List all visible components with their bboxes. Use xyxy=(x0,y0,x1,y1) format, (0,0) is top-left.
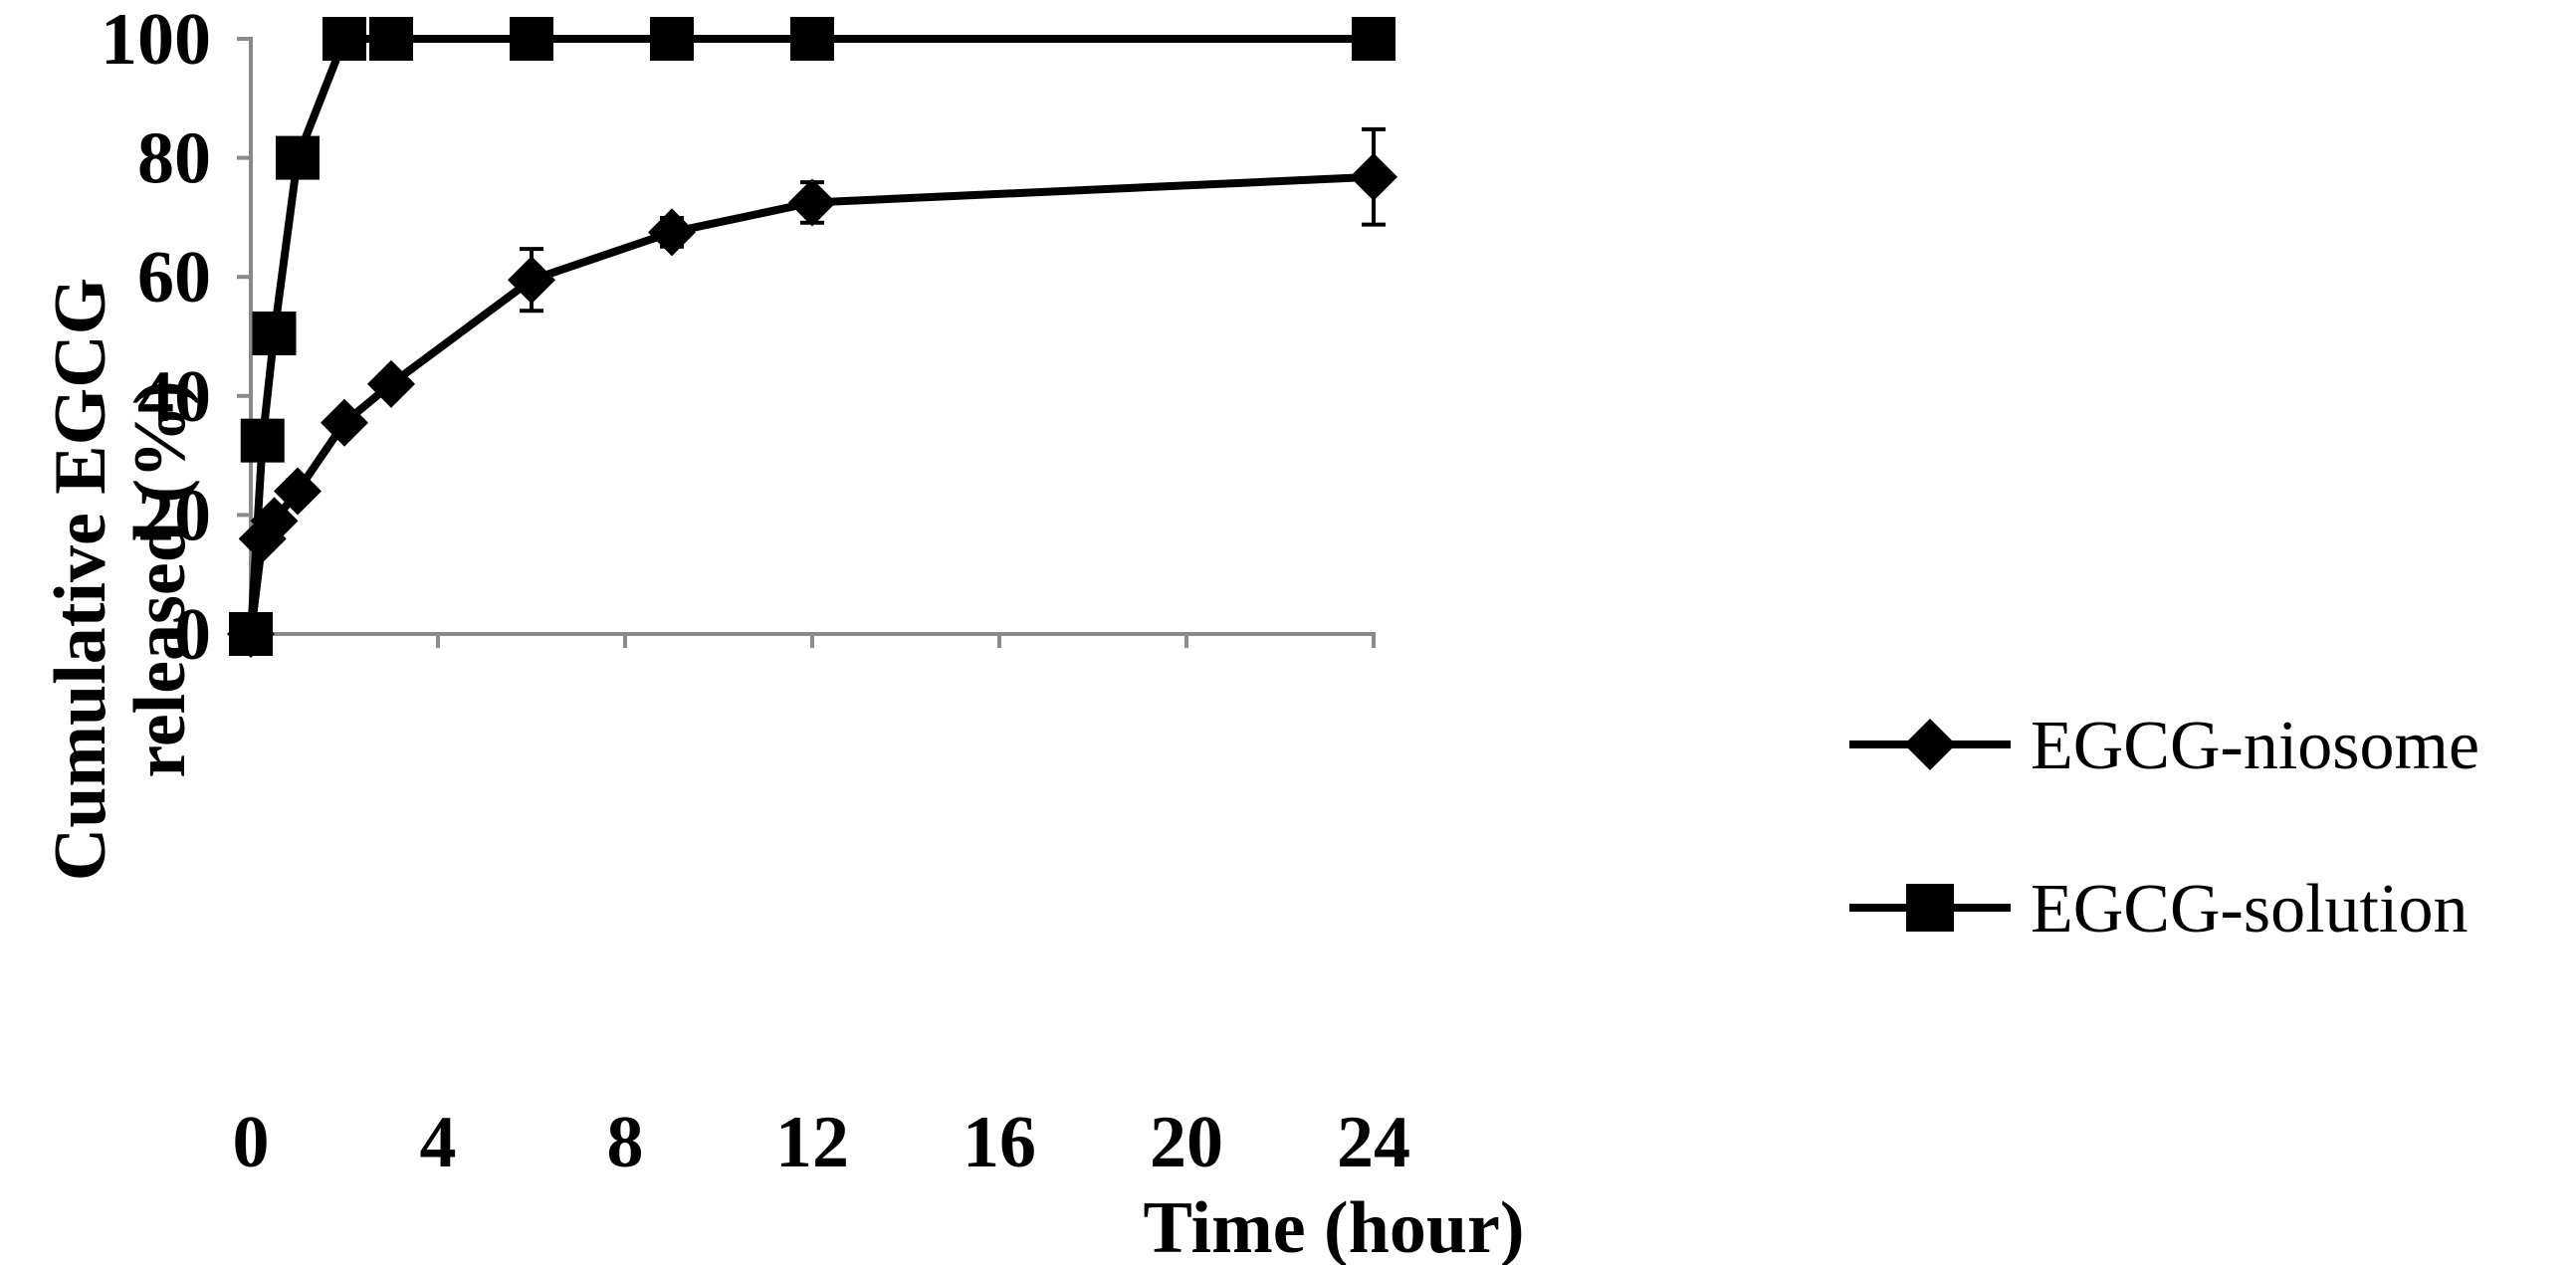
x-axis-title: Time (hour) xyxy=(1143,1187,1524,1265)
legend-square-marker xyxy=(1906,884,1954,932)
data-point xyxy=(648,208,696,257)
series-egcg-niosome xyxy=(227,126,1397,658)
y-tick-label: 60 xyxy=(137,237,211,318)
data-point xyxy=(321,398,368,447)
data-point xyxy=(510,17,553,61)
legend-item-niosome: EGCG-niosome xyxy=(1849,708,2479,784)
y-tick-label: 100 xyxy=(101,0,211,81)
series-line xyxy=(247,35,1374,635)
legend-item-solution: EGCG-solution xyxy=(1849,871,2468,948)
legend-label-solution: EGCG-solution xyxy=(2031,871,2468,948)
data-point xyxy=(650,17,694,61)
x-tick-label: 20 xyxy=(1150,1102,1223,1183)
x-tick-label: 24 xyxy=(1337,1102,1410,1183)
data-point xyxy=(322,17,366,61)
y-tick-label: 80 xyxy=(137,118,211,200)
series-layer xyxy=(227,17,1397,658)
data-point xyxy=(367,359,415,408)
data-point xyxy=(508,256,555,305)
axes: 0 20 40 60 80 100 0 4 8 12 16 20 24 xyxy=(101,0,1410,1183)
y-tick-label: 40 xyxy=(137,356,211,438)
y-axis-title-line-2: released (%) xyxy=(119,380,201,777)
y-axis-title: Cumulative EGCG released (%) xyxy=(40,278,201,881)
data-point xyxy=(240,418,285,463)
x-tick-label: 12 xyxy=(775,1102,849,1183)
legend-label-niosome: EGCG-niosome xyxy=(2031,708,2479,784)
data-point xyxy=(790,17,834,61)
legend: EGCG-niosome EGCG-solution xyxy=(1849,708,2479,948)
y-tick-label: 20 xyxy=(137,475,211,556)
data-point xyxy=(276,135,320,180)
x-tick-label: 4 xyxy=(420,1102,457,1183)
data-point xyxy=(1352,17,1395,61)
data-point xyxy=(229,612,273,656)
series-line xyxy=(247,172,1375,635)
legend-diamond-marker xyxy=(1904,719,1956,770)
x-tick-label: 16 xyxy=(963,1102,1036,1183)
x-tick-label: 8 xyxy=(607,1102,644,1183)
data-point xyxy=(369,17,413,61)
y-axis-title-line-1: Cumulative EGCG xyxy=(40,278,121,881)
data-point xyxy=(274,467,322,516)
data-point xyxy=(1350,152,1397,201)
data-point xyxy=(252,312,297,356)
series-egcg-solution xyxy=(229,17,1395,656)
x-tick-label: 0 xyxy=(233,1102,270,1183)
y-tick-label: 0 xyxy=(174,594,211,676)
data-point xyxy=(788,178,836,227)
